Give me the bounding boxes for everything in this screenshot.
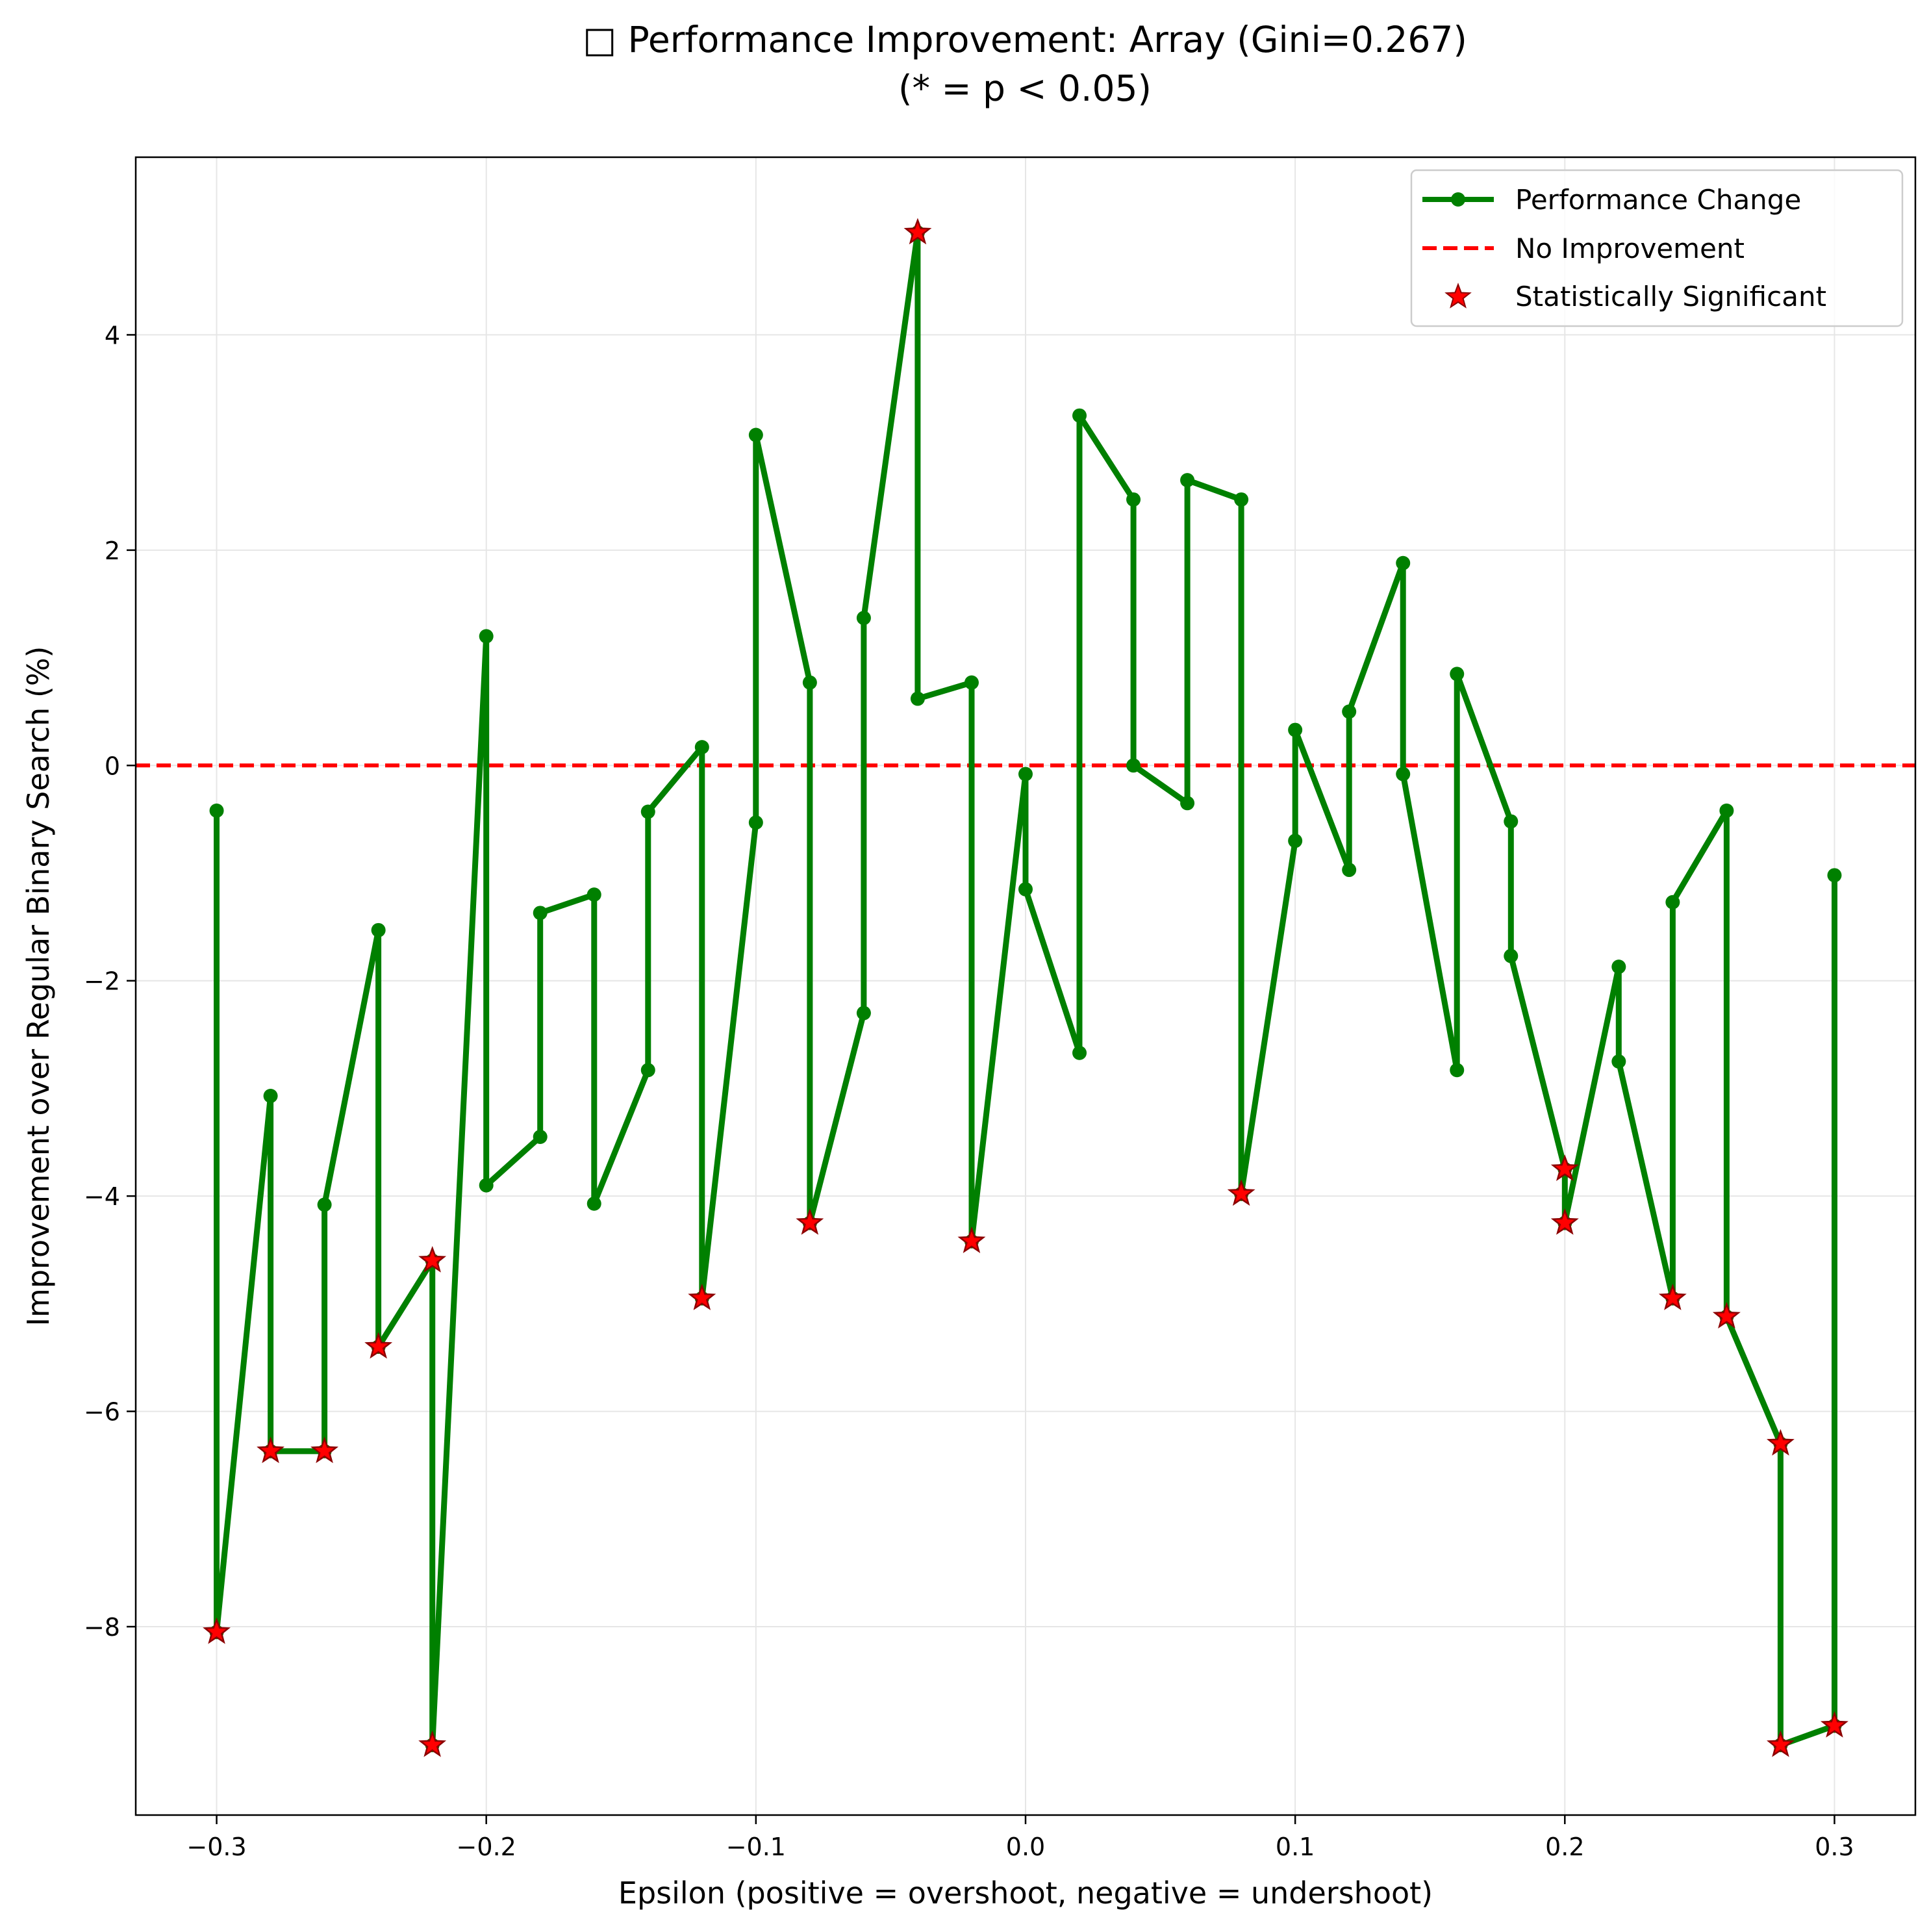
data-point <box>1396 767 1411 782</box>
significant-star <box>1767 1730 1795 1757</box>
y-tick-label: −8 <box>84 1613 120 1642</box>
data-point <box>1396 555 1411 570</box>
x-tick-label: 0.1 <box>1276 1833 1315 1861</box>
data-point <box>1018 767 1033 782</box>
significant-star <box>688 1284 716 1310</box>
y-tick-label: −6 <box>84 1398 120 1427</box>
significant-star <box>1550 1154 1579 1181</box>
data-point <box>640 804 655 819</box>
star-layer <box>203 218 1848 1757</box>
legend-point-marker <box>1451 192 1465 207</box>
significant-star <box>1550 1208 1579 1235</box>
data-point <box>371 922 386 937</box>
data-point <box>1288 833 1303 848</box>
legend-label-significant: Statistically Significant <box>1515 281 1826 312</box>
data-point <box>1072 408 1087 423</box>
x-tick-label: 0.3 <box>1815 1833 1854 1861</box>
y-axis-label: Improvement over Regular Binary Search (… <box>21 646 56 1326</box>
x-tick-label: 0.0 <box>1006 1833 1045 1861</box>
data-point <box>964 675 979 690</box>
legend: Performance Change No Improvement Statis… <box>1410 169 1904 327</box>
data-point <box>1126 758 1141 773</box>
significant-star <box>796 1208 824 1235</box>
data-point <box>586 887 601 902</box>
legend-box <box>1410 169 1904 327</box>
significant-star <box>1227 1179 1255 1206</box>
data-point <box>910 691 925 706</box>
significant-star <box>364 1332 393 1359</box>
x-tick-label: 0.2 <box>1545 1833 1584 1861</box>
y-tick-label: 2 <box>105 537 120 565</box>
data-point <box>694 740 709 755</box>
data-point <box>479 629 494 644</box>
data-point <box>1450 1063 1465 1078</box>
legend-star-marker <box>1444 283 1472 309</box>
data-point <box>1827 868 1842 883</box>
data-point <box>1611 1054 1626 1069</box>
data-point <box>640 1063 655 1078</box>
data-point <box>1611 960 1626 974</box>
data-point <box>1342 863 1357 878</box>
significant-star <box>418 1730 447 1757</box>
x-tick-label: −0.1 <box>726 1833 786 1861</box>
chart-title-line2: (* = p < 0.05) <box>898 68 1152 109</box>
legend-label-no-improvement: No Improvement <box>1515 233 1745 264</box>
data-point <box>748 427 763 442</box>
data-point <box>479 1178 494 1193</box>
significant-star <box>1712 1302 1741 1328</box>
data-point <box>1288 722 1303 737</box>
significant-star <box>1658 1284 1687 1310</box>
data-point <box>748 815 763 830</box>
data-point <box>1665 895 1680 909</box>
significant-star <box>903 218 932 245</box>
data-point <box>1504 948 1519 963</box>
y-tick-label: −2 <box>84 967 120 996</box>
data-point <box>856 1006 871 1021</box>
legend-label-performance-change: Performance Change <box>1515 184 1801 216</box>
data-point <box>1018 882 1033 896</box>
data-point <box>1450 667 1465 681</box>
significant-star <box>418 1246 447 1273</box>
data-point <box>1126 492 1141 507</box>
x-tick-label: −0.3 <box>186 1833 246 1861</box>
data-point <box>1180 796 1195 811</box>
y-tick-label: −4 <box>84 1182 120 1211</box>
data-point <box>1719 803 1734 818</box>
data-point <box>1342 704 1357 719</box>
data-point <box>533 1130 548 1144</box>
data-point <box>209 803 224 818</box>
y-tick-label: 0 <box>105 752 120 780</box>
data-point <box>586 1196 601 1211</box>
data-point <box>263 1089 278 1104</box>
data-point <box>317 1197 332 1212</box>
data-point <box>1234 492 1249 507</box>
significant-star <box>1767 1429 1795 1456</box>
significant-star <box>957 1227 986 1253</box>
x-axis-label: Epsilon (positive = overshoot, negative … <box>618 1875 1433 1911</box>
data-point <box>1072 1045 1087 1060</box>
data-point <box>533 906 548 921</box>
data-point <box>802 675 817 690</box>
data-point <box>1504 814 1519 829</box>
significant-star <box>1821 1710 1848 1738</box>
significant-star <box>310 1436 339 1464</box>
significant-star <box>257 1436 284 1464</box>
data-point <box>856 611 871 626</box>
significant-star <box>203 1617 231 1644</box>
y-tick-label: 4 <box>105 321 120 350</box>
chart-title-line1: □ Performance Improvement: Array (Gini=0… <box>583 19 1467 60</box>
data-point <box>1180 473 1195 488</box>
axis-ticks: −0.3 −0.2 −0.1 0.0 0.1 0.2 0.3 −8 −6 −4 −2 0 2 4 <box>84 321 1854 1861</box>
x-tick-label: −0.2 <box>457 1833 516 1861</box>
